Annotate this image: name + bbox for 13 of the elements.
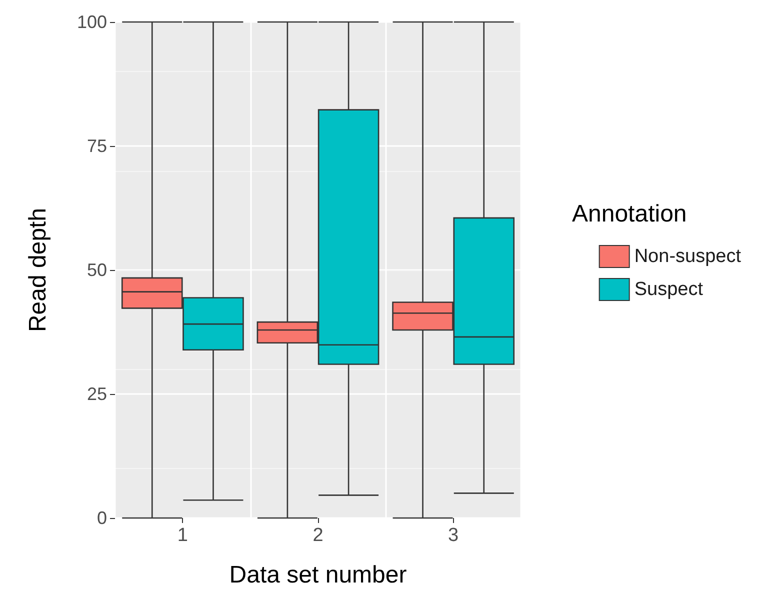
y-axis-title: Read depth bbox=[24, 208, 52, 332]
x-tick-label: 3 bbox=[448, 525, 459, 546]
y-tick-label: 100 bbox=[76, 12, 107, 32]
x-tick-label: 1 bbox=[177, 525, 188, 546]
legend-title: Annotation bbox=[572, 200, 687, 228]
legend-label: Suspect bbox=[634, 279, 704, 300]
y-tick-label: 75 bbox=[86, 136, 107, 156]
x-tick-label: 2 bbox=[312, 525, 324, 546]
x-axis-title: Data set number bbox=[229, 562, 407, 588]
y-tick-label: 50 bbox=[86, 260, 107, 280]
legend-label: Non-suspect bbox=[634, 246, 742, 267]
y-tick-label: 0 bbox=[96, 508, 107, 528]
y-tick-label: 25 bbox=[86, 384, 107, 404]
